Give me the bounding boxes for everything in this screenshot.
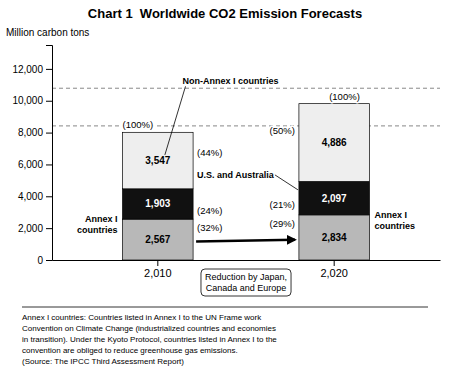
data-label: 4,886 bbox=[322, 137, 347, 148]
reference-line bbox=[52, 88, 440, 89]
y-tick-mark bbox=[46, 101, 52, 102]
y-tick-label: 4,000 bbox=[18, 191, 43, 202]
annex-i-label-line: Annex I bbox=[85, 214, 118, 224]
data-label: 3,547 bbox=[145, 155, 170, 166]
chart-container: Chart 1 Worldwide CO2 Emission Forecasts… bbox=[0, 0, 450, 390]
data-label: 2,567 bbox=[145, 234, 170, 245]
bar-segment bbox=[299, 181, 370, 214]
y-tick: 10,000 bbox=[12, 95, 52, 106]
x-tick-mark bbox=[334, 260, 335, 266]
y-tick-mark bbox=[46, 260, 52, 261]
footnote-line: Annex I countries: Countries listed in A… bbox=[22, 313, 262, 322]
bar-segment bbox=[299, 104, 370, 182]
chart-svg: Chart 1 Worldwide CO2 Emission Forecasts… bbox=[0, 0, 450, 390]
annex-i-label: Annex Icountries bbox=[77, 214, 118, 235]
share-label: (21%) bbox=[270, 199, 295, 210]
footnote-line: in transition). Under the Kyoto Protocol… bbox=[22, 335, 277, 344]
annex-i-label-line: Annex I bbox=[374, 210, 407, 220]
total-label: (100%) bbox=[123, 119, 154, 130]
share-label: (24%) bbox=[197, 205, 222, 216]
y-tick: 4,000 bbox=[18, 191, 52, 202]
annex-i-label-line: countries bbox=[77, 225, 118, 235]
us-australia-leader bbox=[275, 175, 298, 190]
bar-segment bbox=[123, 132, 194, 188]
y-tick-mark bbox=[46, 164, 52, 165]
y-tick-mark bbox=[46, 196, 52, 197]
x-tick-mark bbox=[157, 260, 158, 266]
y-tick-label: 8,000 bbox=[18, 127, 43, 138]
bar-segment bbox=[299, 215, 370, 260]
share-label: (44%) bbox=[197, 147, 222, 158]
footnote-line: convention are obliged to reduce greenho… bbox=[22, 346, 238, 355]
y-tick-label: 2,000 bbox=[18, 223, 43, 234]
footnote-line: (Source: The IPCC Third Assessment Repor… bbox=[22, 357, 184, 366]
y-tick-label: 6,000 bbox=[18, 159, 43, 170]
annex-i-label: Annex Icountries bbox=[374, 210, 415, 231]
data-label: 2,834 bbox=[322, 232, 347, 243]
reduction-label-line: Canada and Europe bbox=[206, 283, 287, 293]
x-axis-line bbox=[53, 260, 441, 261]
reduction-label: Reduction by Japan,Canada and Europe bbox=[205, 272, 287, 293]
us-australia-label: U.S. and Australia bbox=[197, 170, 275, 180]
reduction-arrow bbox=[196, 240, 295, 242]
share-label: (50%) bbox=[270, 125, 295, 136]
y-tick: 0 bbox=[37, 255, 52, 266]
bar-segment bbox=[123, 219, 194, 260]
x-tick-label: 2,010 bbox=[144, 267, 172, 279]
annex-i-label-line: countries bbox=[374, 221, 415, 231]
share-label: (32%) bbox=[197, 222, 222, 233]
y-tick-label: 0 bbox=[37, 255, 43, 266]
title: Chart 1 Worldwide CO2 Emission Forecasts bbox=[88, 6, 362, 21]
x-tick-label: 2,020 bbox=[320, 267, 348, 279]
y-tick: 6,000 bbox=[18, 159, 52, 170]
plot: 0 2,000 4,000 6,000 8,000 10,000 12,000 2,010 2,… bbox=[12, 46, 440, 297]
y-tick-label: 10,000 bbox=[12, 95, 43, 106]
footnote-separator bbox=[22, 307, 428, 308]
bar-segment bbox=[123, 189, 194, 219]
total-label: (100%) bbox=[329, 91, 360, 102]
y-axis-line bbox=[46, 46, 53, 261]
non-annex-i-label: Non-Annex I countries bbox=[183, 76, 279, 86]
data-label: 1,903 bbox=[145, 198, 170, 209]
y-tick: 2,000 bbox=[18, 223, 52, 234]
reduction-box-frame bbox=[201, 269, 291, 296]
non-annex-i-leader bbox=[165, 86, 186, 155]
y-axis-title: Million carbon tons bbox=[6, 27, 89, 38]
y-tick-mark bbox=[46, 133, 52, 134]
reduction-label-line: Reduction by Japan, bbox=[205, 272, 287, 282]
y-tick: 12,000 bbox=[12, 64, 52, 75]
y-tick: 8,000 bbox=[18, 127, 52, 138]
reference-line bbox=[52, 125, 440, 126]
reduction-box: Reduction by Japan,Canada and Europe bbox=[201, 269, 291, 296]
data-label: 2,097 bbox=[322, 193, 347, 204]
footnote-line: Convention on Climate Change (industrial… bbox=[22, 324, 276, 333]
annotations: 2,567 2,834 1,903 2,097 3,547 4,886 (32%) (29%)… bbox=[77, 76, 415, 245]
y-axis: 0 2,000 4,000 6,000 8,000 10,000 12,000 bbox=[12, 46, 52, 266]
x-tick: 2,020 bbox=[320, 260, 348, 279]
share-label: (29%) bbox=[270, 218, 295, 229]
y-tick-mark bbox=[46, 69, 52, 70]
marks bbox=[52, 88, 440, 260]
y-tick-label: 12,000 bbox=[12, 64, 43, 75]
footnote: Annex I countries: Countries listed in A… bbox=[22, 313, 277, 366]
y-tick-mark bbox=[46, 228, 52, 229]
x-tick: 2,010 bbox=[144, 260, 172, 279]
